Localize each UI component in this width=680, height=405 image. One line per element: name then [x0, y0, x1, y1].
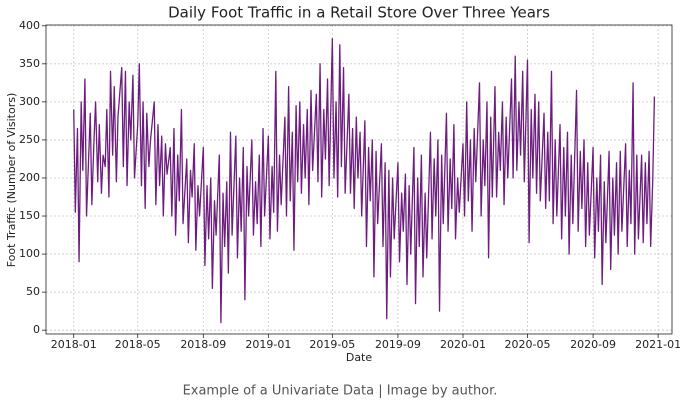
x-tick-label: 2020-01 [440, 338, 486, 351]
x-tick-label: 2019-05 [309, 338, 355, 351]
y-tick-label: 100 [19, 247, 40, 260]
y-tick-label: 400 [19, 19, 40, 32]
y-tick-label: 0 [33, 323, 40, 336]
x-tick-label: 2018-01 [51, 338, 97, 351]
plot-frame [45, 24, 673, 335]
x-tick-label: 2018-05 [115, 338, 161, 351]
x-axis-label: Date [346, 351, 373, 364]
x-tick-label: 2020-09 [570, 338, 616, 351]
chart-title: Daily Foot Traffic in a Retail Store Ove… [168, 4, 550, 22]
y-axis-label: Foot Traffic (Number of Visitors) [5, 93, 18, 268]
y-tick-label: 300 [19, 95, 40, 108]
y-tick-label: 200 [19, 171, 40, 184]
x-tick-label: 2021-01 [635, 338, 680, 351]
y-tick-label: 150 [19, 209, 40, 222]
x-tick-label: 2020-05 [505, 338, 551, 351]
x-tick-label: 2019-01 [245, 338, 291, 351]
caption: Example of a Univariate Data | Image by … [183, 384, 498, 399]
x-tick-label: 2018-09 [180, 338, 226, 351]
x-tick-label: 2019-09 [375, 338, 421, 351]
y-tick-label: 250 [19, 133, 40, 146]
y-tick-label: 50 [26, 285, 40, 298]
y-tick-label: 350 [19, 57, 40, 70]
line-series [73, 38, 656, 324]
